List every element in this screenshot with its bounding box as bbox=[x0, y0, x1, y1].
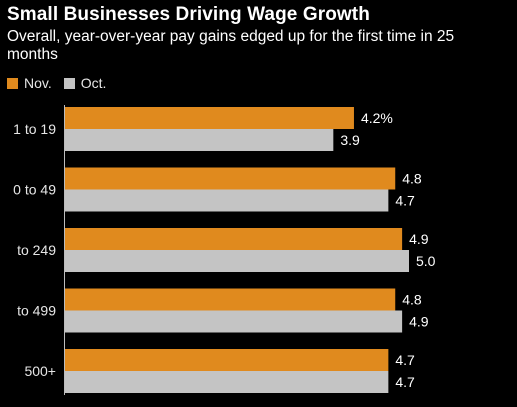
category-label: to 499 bbox=[17, 303, 56, 319]
bar-nov-3 bbox=[65, 288, 396, 311]
category-label: 1 to 19 bbox=[13, 121, 56, 137]
legend-item-oct: Oct. bbox=[63, 75, 107, 91]
data-label: 4.7 bbox=[395, 374, 415, 390]
legend-label-nov: Nov. bbox=[24, 75, 52, 91]
data-label: 4.2% bbox=[361, 110, 393, 126]
data-label: 4.7 bbox=[395, 352, 415, 368]
data-label: 4.8 bbox=[402, 292, 422, 308]
legend-swatch-oct bbox=[63, 77, 75, 89]
data-label: 4.9 bbox=[409, 231, 429, 247]
bar-nov-2 bbox=[65, 228, 403, 250]
data-label: 5.0 bbox=[416, 253, 436, 269]
bar-nov-4 bbox=[65, 349, 389, 371]
legend-item-nov: Nov. bbox=[7, 75, 52, 91]
chart-subtitle: Overall, year-over-year pay gains edged … bbox=[7, 28, 455, 63]
data-label: 3.9 bbox=[340, 132, 360, 148]
category-label: to 249 bbox=[17, 242, 56, 258]
bar-oct-2 bbox=[65, 250, 409, 272]
bar-oct-3 bbox=[65, 310, 403, 333]
data-label: 4.7 bbox=[395, 193, 415, 209]
category-label: 500+ bbox=[24, 363, 56, 379]
bar-nov-0 bbox=[65, 107, 354, 129]
legend-swatch-nov bbox=[7, 77, 18, 89]
legend: Nov. Oct. bbox=[7, 75, 118, 91]
bar-nov-1 bbox=[65, 167, 396, 190]
bar-oct-0 bbox=[65, 129, 334, 151]
bar-oct-4 bbox=[65, 371, 389, 393]
data-label: 4.8 bbox=[402, 171, 422, 187]
category-label: 0 to 49 bbox=[13, 182, 56, 198]
chart-title: Small Businesses Driving Wage Growth bbox=[7, 4, 370, 25]
legend-label-oct: Oct. bbox=[80, 75, 107, 91]
data-label: 4.9 bbox=[409, 314, 429, 330]
bar-oct-1 bbox=[65, 189, 389, 212]
